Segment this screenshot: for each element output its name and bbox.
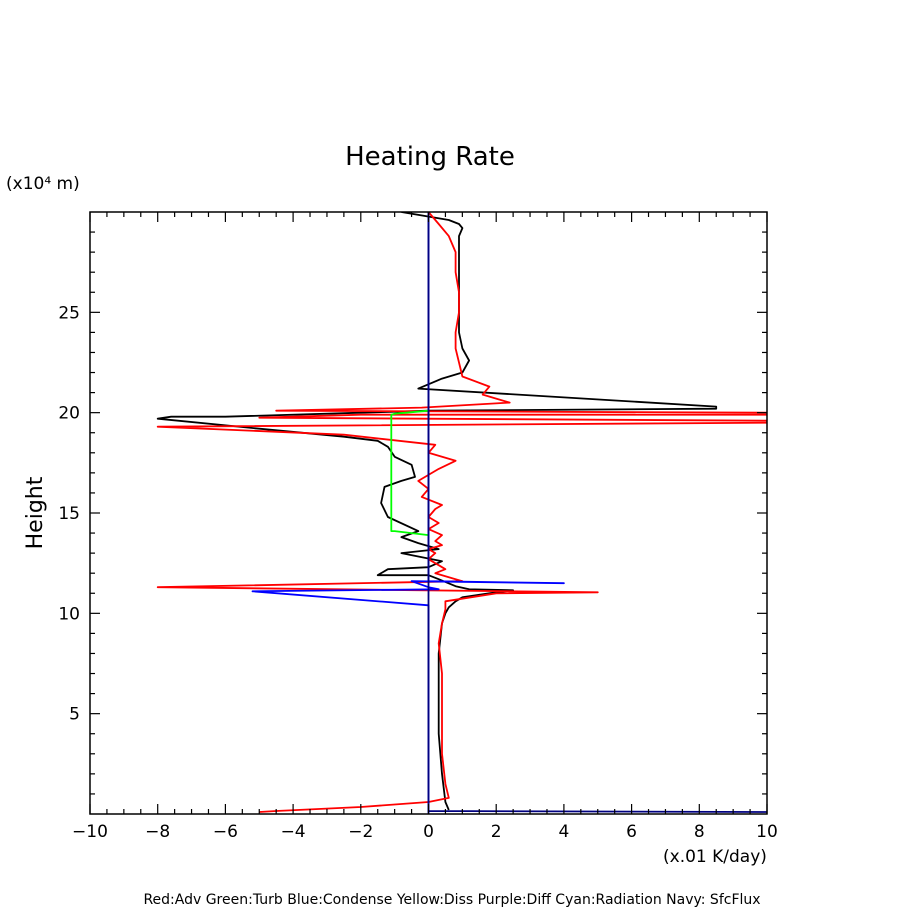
y-tick-label: 25 bbox=[58, 303, 80, 323]
series-layer bbox=[156, 212, 767, 814]
x-tick-label: 10 bbox=[756, 822, 778, 842]
x-tick-label: −10 bbox=[72, 822, 108, 842]
x-tick-label: −8 bbox=[145, 822, 170, 842]
x-tick-label: 6 bbox=[626, 822, 637, 842]
y-axis-label: Height bbox=[23, 476, 48, 549]
series-line-2 bbox=[251, 212, 565, 814]
series-line-0 bbox=[156, 212, 718, 811]
series-line-1 bbox=[156, 212, 767, 813]
x-tick-label: 4 bbox=[558, 822, 569, 842]
y-tick-label: 15 bbox=[58, 504, 80, 524]
chart-title: Heating Rate bbox=[345, 142, 515, 172]
series-line-4 bbox=[427, 212, 767, 813]
x-tick-label: 0 bbox=[423, 822, 434, 842]
y-tick-label: 10 bbox=[58, 604, 80, 624]
series-line-3 bbox=[390, 409, 429, 536]
y-unit-label: (x10⁴ m) bbox=[6, 174, 80, 194]
y-tick-label: 20 bbox=[58, 404, 80, 424]
x-axis-label: (x.01 K/day) bbox=[663, 847, 767, 867]
x-tick-label: 2 bbox=[491, 822, 502, 842]
axes-layer: −10 −8 −6 −4 −2 0 2 4 6 8 10 5 10 15 20 25 bbox=[58, 211, 778, 842]
legend-caption: Red:Adv Green:Turb Blue:Condense Yellow:… bbox=[143, 892, 761, 908]
x-tick-label: −4 bbox=[281, 822, 306, 842]
y-tick-label: 5 bbox=[69, 705, 80, 725]
x-tick-label: 8 bbox=[694, 822, 705, 842]
x-tick-label: −2 bbox=[348, 822, 373, 842]
x-tick-label: −6 bbox=[213, 822, 238, 842]
